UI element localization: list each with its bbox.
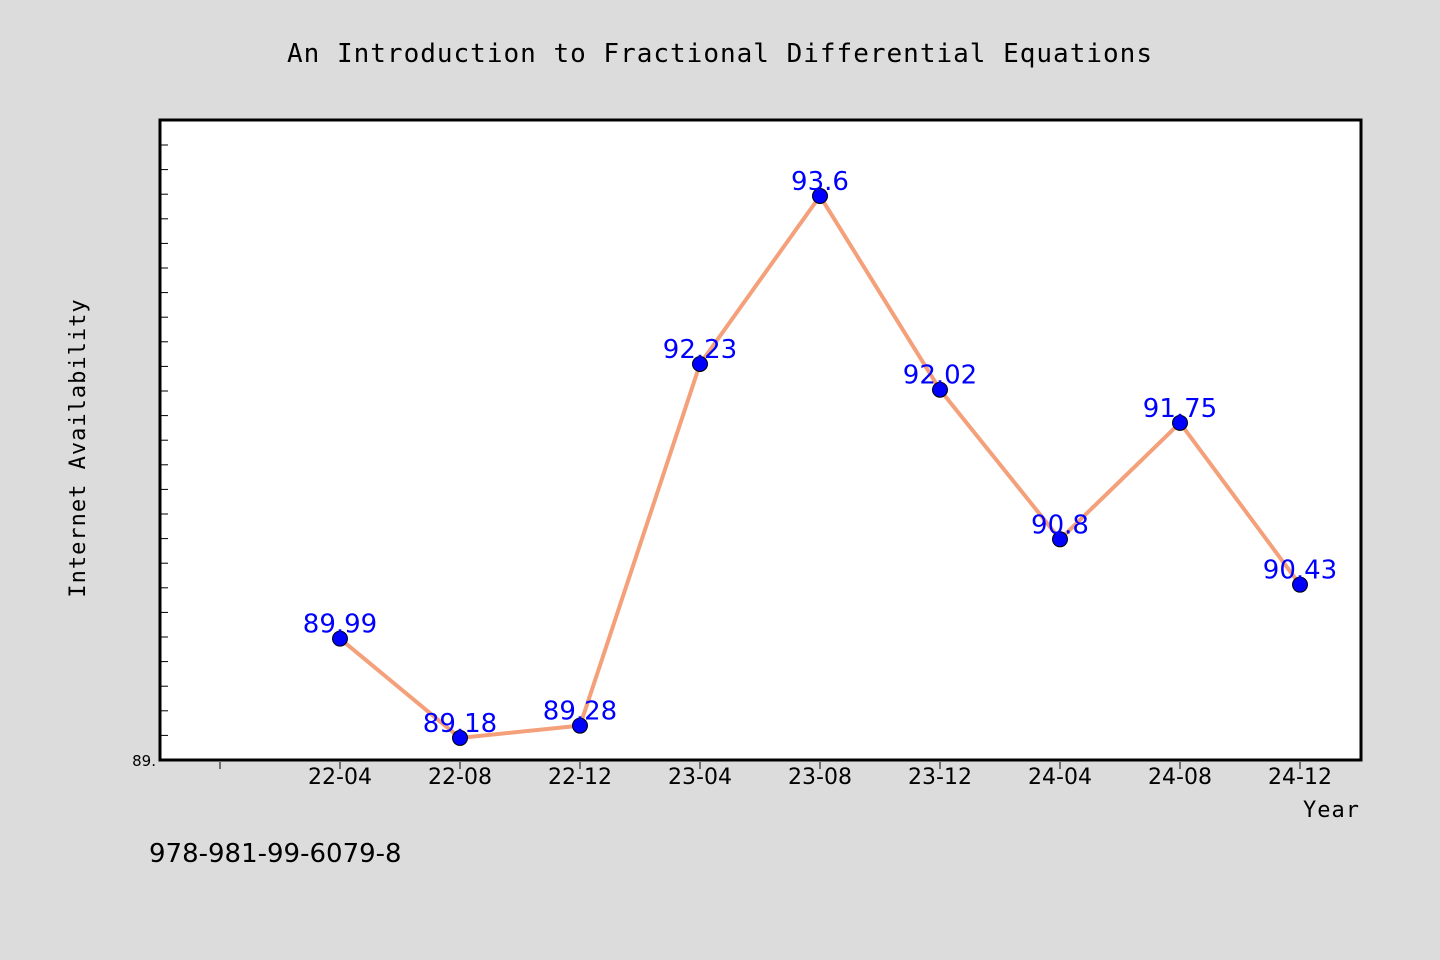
x-tick-label: 24-08: [1148, 765, 1212, 790]
data-point: [452, 729, 468, 746]
plot-area: [158, 118, 1363, 762]
x-tick-label: 24-12: [1268, 765, 1332, 790]
x-tick-label: 22-12: [548, 765, 612, 790]
data-point: [332, 630, 348, 647]
data-label: 89.99: [303, 610, 377, 640]
data-point: [1172, 414, 1188, 431]
x-axis-label: Year: [1303, 798, 1360, 823]
data-point: [1292, 576, 1308, 593]
data-label: 90.8: [1031, 510, 1089, 540]
y-minor-ticks: [160, 144, 168, 736]
series-markers: [332, 188, 1308, 746]
x-tick-label: 23-12: [908, 765, 972, 790]
x-tick-label: 22-04: [308, 765, 372, 790]
data-label: 89.28: [543, 697, 617, 727]
x-tick-label: 24-04: [1028, 765, 1092, 790]
data-label: 91.75: [1143, 394, 1217, 424]
footnote-isbn: 978-981-99-6079-8: [149, 839, 402, 869]
data-label: 93.6: [791, 167, 849, 197]
data-label: 92.02: [903, 361, 977, 391]
data-point: [572, 717, 588, 734]
chart-title: An Introduction to Fractional Differenti…: [287, 39, 1153, 69]
data-point: [932, 381, 948, 398]
y-axis-min-label: 89.: [132, 752, 156, 770]
data-label: 90.43: [1263, 556, 1337, 586]
data-label: 89.18: [423, 709, 497, 739]
y-axis-label: Internet Availability: [66, 298, 91, 597]
x-axis-tick-labels: 22-04 22-08 22-12 23-04 23-08 23-12 24-04 24-08…: [308, 765, 1332, 790]
data-point: [692, 355, 708, 372]
data-label: 92.23: [663, 335, 737, 365]
x-axis-ticks: [219, 762, 1301, 769]
data-point: [1052, 531, 1068, 548]
data-labels: 89.99 89.18 89.28 92.23 93.6 92.02 90.8 91.75 90…: [303, 167, 1337, 739]
x-tick-label: 23-04: [668, 765, 732, 790]
data-point: [812, 188, 828, 205]
x-tick-label: 23-08: [788, 765, 852, 790]
x-tick-label: 22-08: [428, 765, 492, 790]
